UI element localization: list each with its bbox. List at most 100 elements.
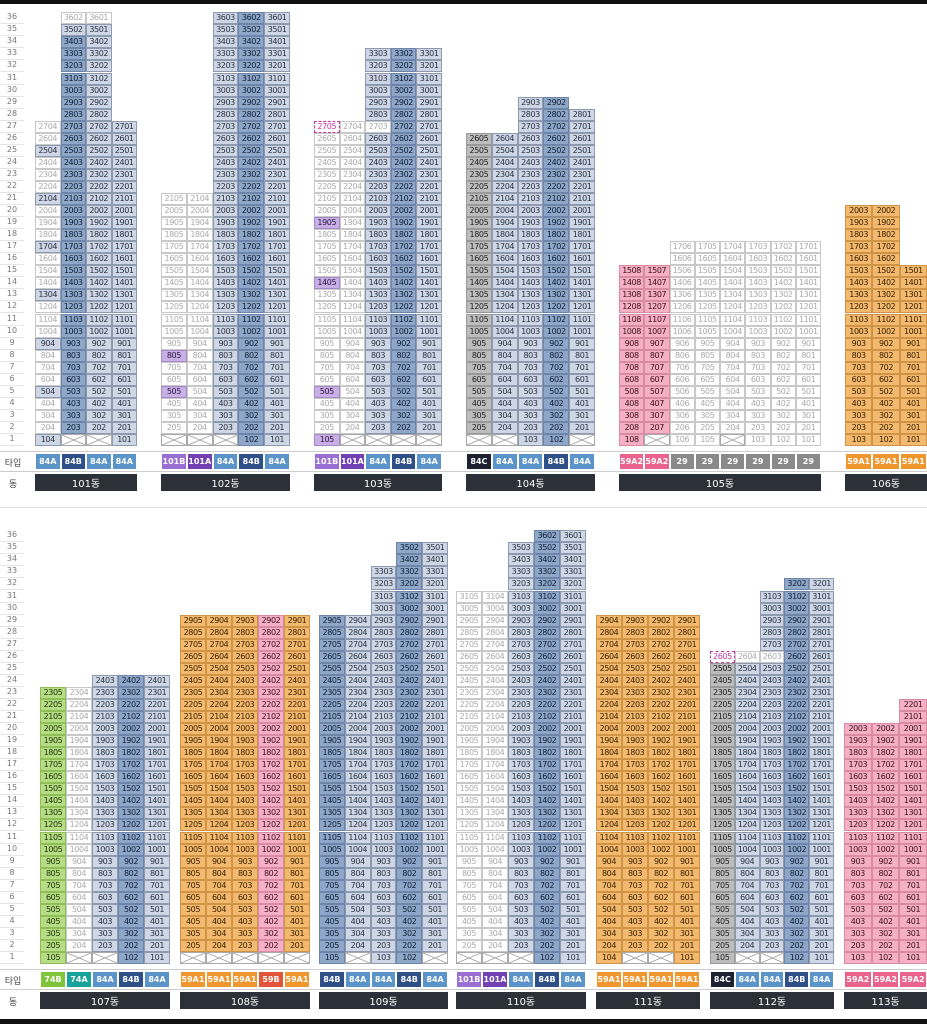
unit-cell[interactable]: 502 — [648, 903, 674, 916]
unit-cell[interactable]: 1404 — [186, 277, 213, 290]
unit-cell[interactable]: 204 — [344, 939, 371, 952]
unit-cell[interactable]: 2602 — [534, 650, 560, 663]
unit-cell[interactable]: 1105 — [694, 313, 720, 326]
unit-cell[interactable]: 204 — [35, 421, 61, 434]
unit-cell[interactable]: 1203 — [60, 301, 86, 314]
unit-cell[interactable]: 1104 — [491, 313, 518, 326]
unit-cell[interactable]: 3502 — [534, 542, 560, 555]
unit-cell[interactable]: 2102 — [118, 711, 144, 724]
unit-cell[interactable]: 2403 — [759, 674, 785, 687]
unit-cell[interactable]: 1704 — [344, 759, 371, 772]
unit-cell[interactable]: 202 — [396, 939, 423, 952]
unit-cell[interactable]: 904 — [482, 855, 508, 868]
unit-cell[interactable]: 2505 — [319, 662, 345, 675]
unit-cell[interactable]: 1101 — [795, 313, 821, 326]
unit-cell[interactable]: 1305 — [319, 807, 345, 820]
unit-cell[interactable]: 3103 — [60, 72, 86, 85]
unit-cell[interactable]: 2204 — [206, 698, 232, 711]
unit-cell[interactable]: 602 — [86, 373, 112, 386]
unit-cell[interactable]: 3103 — [365, 72, 391, 85]
unit-cell[interactable]: 1604 — [66, 771, 92, 784]
unit-cell[interactable]: 201 — [899, 421, 927, 434]
unit-cell[interactable]: 3301 — [416, 48, 442, 61]
unit-cell[interactable]: 1305 — [314, 289, 340, 302]
unit-cell[interactable]: 2705 — [319, 638, 345, 651]
unit-cell[interactable]: 3001 — [422, 602, 448, 615]
unit-cell[interactable]: 601 — [899, 373, 927, 386]
unit-cell[interactable]: 607 — [644, 373, 670, 386]
unit-cell[interactable]: 2903 — [370, 614, 397, 627]
unit-cell[interactable]: 2305 — [40, 686, 66, 699]
unit-cell[interactable]: 904 — [344, 855, 371, 868]
unit-cell[interactable]: 1204 — [482, 819, 508, 832]
unit-cell[interactable]: 2503 — [622, 662, 648, 675]
unit-cell[interactable]: 2702 — [86, 120, 112, 133]
unit-cell[interactable]: 2604 — [491, 132, 518, 145]
unit-cell[interactable]: 603 — [845, 373, 873, 386]
unit-cell[interactable]: 1605 — [319, 771, 345, 784]
unit-cell[interactable]: 1601 — [899, 771, 927, 784]
unit-cell[interactable]: 1703 — [370, 759, 397, 772]
unit-cell[interactable]: 1101 — [416, 313, 442, 326]
unit-cell[interactable]: 2801 — [809, 626, 834, 639]
unit-cell[interactable]: 905 — [314, 337, 340, 350]
unit-cell[interactable]: 1903 — [759, 735, 785, 748]
unit-cell[interactable]: 2904 — [482, 614, 508, 627]
unit-cell[interactable]: 1901 — [422, 735, 448, 748]
unit-cell[interactable]: 2003 — [92, 723, 118, 736]
unit-cell[interactable]: 2504 — [482, 662, 508, 675]
unit-cell[interactable]: 3401 — [560, 554, 586, 567]
unit-cell[interactable]: 2801 — [674, 626, 700, 639]
unit-cell[interactable]: 1005 — [456, 843, 482, 856]
unit-cell[interactable]: 503 — [212, 385, 239, 398]
unit-cell[interactable]: 1801 — [899, 747, 927, 760]
unit-cell[interactable]: 404 — [35, 397, 61, 410]
unit-cell[interactable]: 904 — [734, 855, 760, 868]
unit-cell[interactable]: 2105 — [710, 711, 735, 724]
unit-cell[interactable]: 303 — [212, 409, 239, 422]
unit-cell[interactable]: 403 — [622, 915, 648, 928]
unit-cell[interactable]: 1902 — [543, 217, 570, 230]
unit-cell[interactable]: 402 — [871, 915, 900, 928]
unit-cell[interactable]: 2901 — [809, 614, 834, 627]
unit-cell[interactable]: 2004 — [35, 205, 61, 218]
unit-cell[interactable]: 804 — [206, 867, 232, 880]
unit-cell[interactable]: 1604 — [596, 771, 622, 784]
unit-cell[interactable]: 2701 — [416, 120, 442, 133]
unit-cell[interactable]: 1705 — [40, 759, 66, 772]
unit-cell[interactable]: 1901 — [416, 217, 442, 230]
unit-cell[interactable]: 1502 — [396, 783, 423, 796]
unit-cell[interactable]: 1003 — [622, 843, 648, 856]
unit-cell[interactable]: 1102 — [258, 831, 284, 844]
unit-cell[interactable]: 1203 — [232, 819, 258, 832]
unit-cell[interactable]: 1005 — [314, 325, 340, 338]
unit-cell[interactable]: 102 — [543, 434, 570, 447]
unit-cell[interactable]: 1702 — [258, 759, 284, 772]
unit-cell[interactable]: 1801 — [144, 747, 170, 760]
unit-cell[interactable]: 1904 — [186, 217, 213, 230]
unit-cell[interactable]: 1205 — [319, 819, 345, 832]
unit-cell[interactable]: 1402 — [648, 795, 674, 808]
unit-cell[interactable]: 104 — [596, 952, 622, 965]
unit-cell[interactable]: 1701 — [809, 759, 834, 772]
unit-cell[interactable]: 2602 — [543, 132, 570, 145]
unit-cell[interactable]: 505 — [456, 903, 482, 916]
unit-cell[interactable]: 1401 — [416, 277, 442, 290]
unit-cell[interactable]: 404 — [339, 397, 366, 410]
unit-cell[interactable]: 602 — [390, 373, 417, 386]
unit-cell[interactable]: 2602 — [648, 650, 674, 663]
unit-cell[interactable]: 2002 — [871, 723, 900, 736]
unit-cell[interactable]: 401 — [111, 397, 137, 410]
unit-cell[interactable]: 1704 — [339, 241, 366, 254]
unit-cell[interactable]: 703 — [517, 361, 544, 374]
unit-cell[interactable]: 701 — [144, 879, 170, 892]
unit-cell[interactable]: 701 — [899, 879, 927, 892]
unit-cell[interactable]: 2903 — [622, 614, 648, 627]
unit-cell[interactable]: 1904 — [596, 735, 622, 748]
unit-cell[interactable]: 1602 — [784, 771, 810, 784]
unit-cell[interactable]: 1901 — [144, 735, 170, 748]
unit-cell[interactable]: 2604 — [596, 650, 622, 663]
unit-cell[interactable]: 2201 — [569, 180, 595, 193]
unit-cell[interactable]: 1003 — [517, 325, 544, 338]
unit-cell[interactable]: 1103 — [365, 313, 391, 326]
